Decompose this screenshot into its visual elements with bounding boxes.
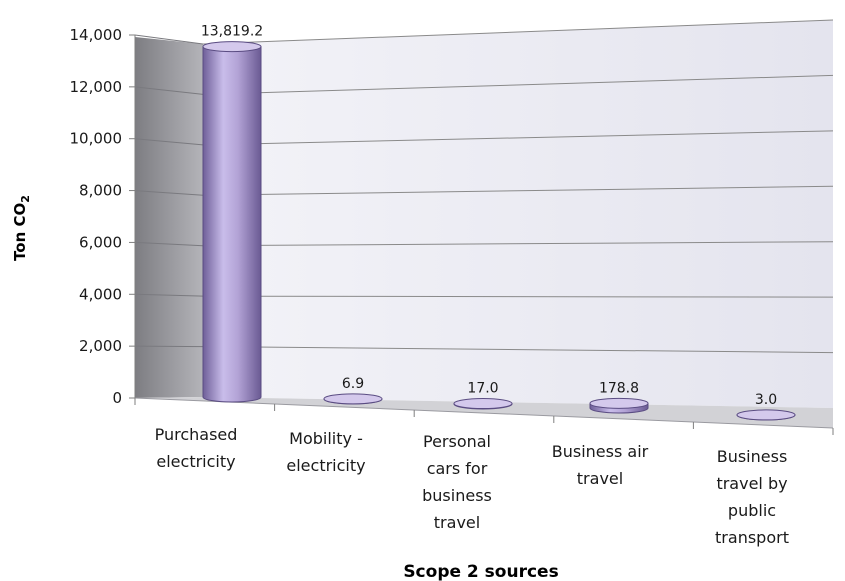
- svg-text:Ton CO2: Ton CO2: [11, 195, 32, 261]
- category-label: Personal cars for business travel: [422, 432, 492, 532]
- category-label-line: Business: [717, 447, 788, 466]
- data-label: 17.0: [467, 381, 498, 397]
- gridline: [202, 185, 834, 196]
- bar-top: [736, 409, 796, 421]
- category-label-line: travel: [434, 513, 480, 532]
- category-label: Mobility - electricity: [286, 429, 365, 475]
- category-label-line: business: [422, 486, 492, 505]
- category-label: Business travel by public transport: [715, 447, 789, 547]
- category-label-line: electricity: [286, 456, 365, 475]
- gridline-side: [134, 190, 204, 196]
- bar-top: [453, 398, 513, 410]
- category-label-line: Business air: [552, 442, 649, 461]
- x-axis-ticks: [134, 398, 834, 435]
- category-label: Business air travel: [552, 442, 649, 488]
- bar: [453, 398, 513, 410]
- category-labels: Purchased electricity Mobility - electricit…: [155, 425, 789, 547]
- gridline-side: [134, 34, 204, 45]
- category-label-line: transport: [715, 528, 789, 547]
- gridline: [202, 19, 834, 45]
- bar-body: [202, 46, 262, 403]
- category-label-line: travel: [577, 469, 623, 488]
- bar: [589, 397, 649, 414]
- y-axis-title: Ton CO2: [11, 195, 32, 261]
- category-label-line: cars for: [427, 459, 488, 478]
- bars: [202, 41, 796, 421]
- bar-top: [589, 397, 649, 409]
- gridline: [202, 130, 834, 146]
- data-label: 3.0: [755, 392, 777, 408]
- gridline: [202, 295, 834, 298]
- bar-top: [323, 393, 383, 405]
- y-tick-label: 0: [112, 389, 122, 407]
- category-label-line: Mobility -: [289, 429, 363, 448]
- y-axis-title-subscript: 2: [19, 195, 32, 203]
- gridline-side: [134, 138, 204, 146]
- category-label: Purchased electricity: [155, 425, 238, 471]
- gridline-side: [134, 241, 204, 247]
- data-label: 6.9: [342, 376, 364, 392]
- gridline-side: [134, 86, 204, 95]
- y-axis-title-main: Ton CO: [11, 203, 29, 261]
- floor-edge: [134, 397, 834, 429]
- category-label-line: electricity: [156, 452, 235, 471]
- gridline: [202, 346, 834, 354]
- data-labels: 13,819.2 6.9 17.0 178.8 3.0: [201, 24, 777, 408]
- category-label-line: public: [728, 501, 776, 520]
- gridline-side: [134, 293, 204, 297]
- y-tick-label: 12,000: [70, 78, 123, 96]
- y-tick-label: 2,000: [79, 337, 122, 355]
- y-axis-ticks: 0 2,000 4,000 6,000 8,000 10,000 12,000 14,000: [70, 26, 136, 407]
- gridline: [202, 74, 834, 95]
- bar: [323, 393, 383, 405]
- category-label-line: Personal: [423, 432, 491, 451]
- y-tick-label: 4,000: [79, 285, 122, 303]
- side-wall: [135, 37, 203, 398]
- back-wall: [203, 20, 833, 408]
- y-tick-label: 6,000: [79, 233, 122, 251]
- y-tick-label: 10,000: [70, 130, 123, 148]
- bar: [736, 409, 796, 421]
- bar-top: [202, 41, 262, 53]
- category-label-line: Purchased: [155, 425, 238, 444]
- data-label: 13,819.2: [201, 24, 263, 40]
- category-label-line: travel by: [716, 474, 787, 493]
- y-tick-label: 8,000: [79, 182, 122, 200]
- x-axis-title: Scope 2 sources: [403, 562, 558, 581]
- gridlines: [134, 19, 834, 354]
- bar: [202, 41, 262, 403]
- data-label: 178.8: [599, 380, 639, 396]
- gridline: [202, 241, 834, 247]
- y-tick-label: 14,000: [70, 26, 123, 44]
